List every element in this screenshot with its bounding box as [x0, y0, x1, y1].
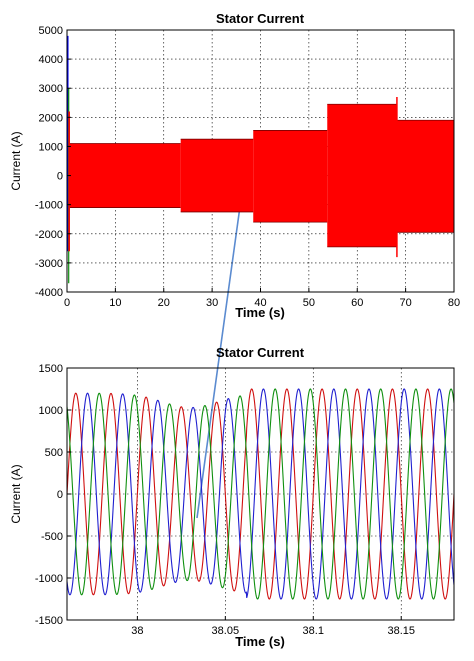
top-chart: Stator Current 5000 4000 3000 2000 1000 0 -100… — [9, 11, 460, 320]
zoom-connector-line — [196, 191, 243, 519]
bottom-x-tick-label: 38.15 — [387, 625, 415, 637]
top-x-tick-label: 20 — [158, 297, 170, 309]
top-y-axis-label: Current (A) — [9, 131, 23, 190]
top-y-tick-label: 0 — [57, 171, 63, 183]
top-y-tick-label: 4000 — [39, 54, 63, 66]
top-envelope-segment-2 — [180, 139, 254, 212]
top-envelope-segment-4 — [327, 104, 397, 247]
bottom-x-tick-label: 38 — [131, 625, 143, 637]
top-envelope-segment-3 — [253, 130, 328, 223]
top-envelope-segment-5 — [396, 120, 454, 233]
bottom-chart: Stator Current 1500 1000 500 0 -500 -1000 -150… — [9, 345, 455, 649]
bottom-waveforms — [67, 388, 454, 600]
top-y-ticks: 5000 4000 3000 2000 1000 0 -1000 -2000 -3000 -400… — [35, 25, 71, 299]
top-y-tick-label: 3000 — [39, 83, 63, 95]
top-y-tick-label: 2000 — [39, 112, 63, 124]
top-waveform — [67, 35, 454, 284]
top-y-tick-label: -1000 — [35, 200, 63, 212]
bottom-phase-line-3 — [67, 388, 454, 600]
bottom-y-tick-label: -500 — [41, 531, 63, 543]
bottom-y-tick-label: 0 — [57, 489, 63, 501]
bottom-y-tick-label: -1500 — [35, 615, 63, 627]
top-y-tick-label: -4000 — [35, 287, 63, 299]
bottom-y-tick-label: 1500 — [39, 363, 63, 375]
top-x-tick-label: 0 — [64, 297, 70, 309]
bottom-x-ticks: 38 38.05 38.1 38.15 — [131, 616, 415, 637]
bottom-x-tick-label: 38.1 — [303, 625, 324, 637]
bottom-phase-line-1 — [67, 388, 454, 600]
bottom-phase-line-2 — [67, 388, 454, 600]
bottom-y-tick-label: 500 — [45, 447, 63, 459]
bottom-x-tick-label: 38.05 — [212, 625, 240, 637]
bottom-y-tick-label: -1000 — [35, 573, 63, 585]
top-x-ticks: 0 10 20 30 40 50 60 70 80 — [64, 288, 460, 309]
top-x-axis-label: Time (s) — [235, 305, 285, 320]
bottom-x-axis-label: Time (s) — [235, 634, 285, 649]
bottom-y-ticks: 1500 1000 500 0 -500 -1000 -1500 — [35, 363, 71, 627]
top-x-tick-label: 80 — [448, 297, 460, 309]
top-y-tick-label: 1000 — [39, 141, 63, 153]
top-x-tick-label: 40 — [254, 297, 266, 309]
top-y-tick-label: 5000 — [39, 25, 63, 37]
top-y-tick-label: -2000 — [35, 229, 63, 241]
top-chart-title: Stator Current — [216, 11, 305, 26]
top-x-tick-label: 60 — [351, 297, 363, 309]
bottom-y-axis-label: Current (A) — [9, 464, 23, 523]
top-y-tick-label: -3000 — [35, 258, 63, 270]
bottom-chart-title: Stator Current — [216, 345, 305, 360]
bottom-y-tick-label: 1000 — [39, 405, 63, 417]
top-envelope-segment-1 — [69, 143, 181, 208]
top-x-tick-label: 30 — [206, 297, 218, 309]
top-x-tick-label: 10 — [109, 297, 121, 309]
top-x-tick-label: 50 — [303, 297, 315, 309]
top-x-tick-label: 70 — [400, 297, 412, 309]
